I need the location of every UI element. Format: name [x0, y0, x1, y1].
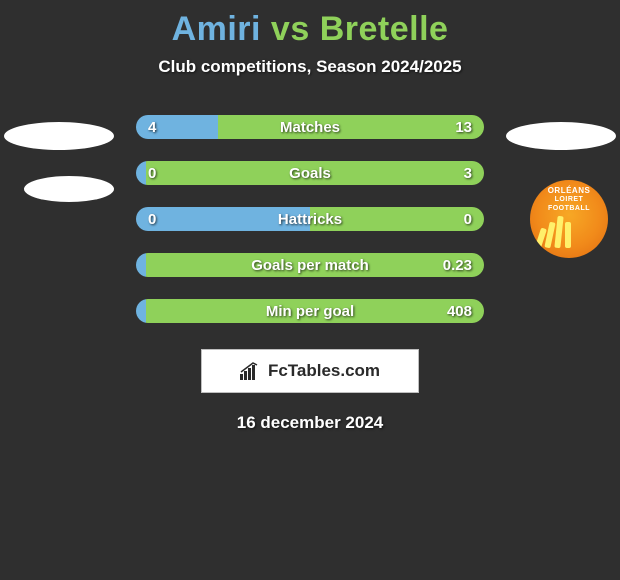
brand-text: FcTables.com [268, 361, 380, 381]
bar-label: Goals per match [251, 253, 369, 277]
bar-chart-icon [240, 362, 262, 380]
subtitle: Club competitions, Season 2024/2025 [0, 57, 620, 77]
bar-label: Hattricks [278, 207, 342, 231]
date-text: 16 december 2024 [0, 413, 620, 433]
brand-box: FcTables.com [201, 349, 419, 393]
bar-left-value: 4 [148, 115, 156, 139]
bar-right-value: 408 [447, 299, 472, 323]
bar-right-value: 3 [464, 161, 472, 185]
bar-right-fill [218, 115, 484, 139]
right-badge-placeholder [506, 122, 616, 150]
club-crest-orleans: ORLÉANS LOIRET FOOTBALL [530, 180, 608, 258]
bar-row: Goals 0 3 [136, 161, 484, 185]
bar-row: Hattricks 0 0 [136, 207, 484, 231]
crest-line2: LOIRET [530, 196, 608, 203]
bar-left-fill [136, 299, 146, 323]
bar-label: Goals [289, 161, 331, 185]
bar-left-fill [136, 253, 146, 277]
bar-label: Matches [280, 115, 340, 139]
player-right-name: Bretelle [320, 10, 449, 48]
left-badge-placeholder-1 [4, 122, 114, 150]
left-badge-placeholder-2 [24, 176, 114, 202]
bar-row: Matches 4 13 [136, 115, 484, 139]
bar-right-value: 0 [464, 207, 472, 231]
bar-right-value: 13 [455, 115, 472, 139]
crest-line1: ORLÉANS [530, 186, 608, 195]
bar-left-value: 0 [148, 207, 156, 231]
vs-text: vs [261, 10, 320, 48]
bar-left-fill [136, 161, 146, 185]
page-title: Amiri vs Bretelle [0, 0, 620, 49]
player-left-name: Amiri [172, 10, 261, 48]
crest-stripes-icon [538, 214, 578, 248]
bar-label: Min per goal [266, 299, 354, 323]
bar-row: Goals per match 0.23 [136, 253, 484, 277]
bar-right-value: 0.23 [443, 253, 472, 277]
bar-left-value: 0 [148, 161, 156, 185]
bar-row: Min per goal 408 [136, 299, 484, 323]
crest-line3: FOOTBALL [530, 205, 608, 212]
